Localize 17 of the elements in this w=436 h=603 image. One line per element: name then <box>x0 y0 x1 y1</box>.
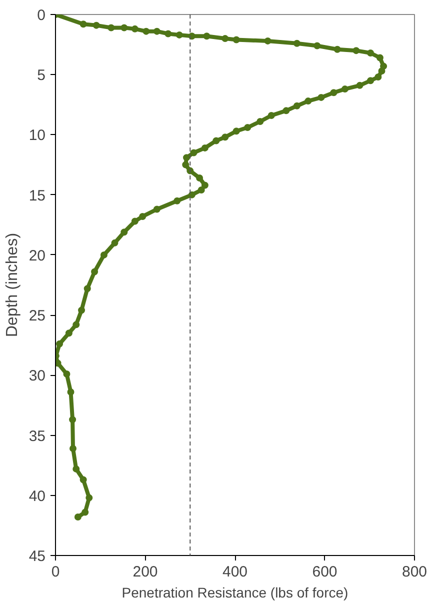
y-tick-label: 45 <box>28 548 46 565</box>
x-tick-label: 0 <box>51 564 60 580</box>
y-axis-title: Depth (inches) <box>4 232 21 338</box>
y-tick-label: 0 <box>37 7 46 24</box>
x-tick-label: 800 <box>402 564 428 580</box>
x-axis-title: Penetration Resistance (lbs of force) <box>122 584 348 600</box>
y-tick-label: 15 <box>28 187 46 204</box>
x-tick-label: 400 <box>222 564 248 580</box>
y-tick-label: 5 <box>37 67 46 84</box>
y-tick-label: 20 <box>28 247 46 264</box>
x-tick-label: 200 <box>132 564 158 580</box>
y-tick-label: 30 <box>28 368 46 385</box>
y-tick-label: 35 <box>28 428 46 445</box>
y-tick-label: 10 <box>28 127 46 144</box>
y-tick-label: 25 <box>28 308 46 325</box>
y-tick-label: 40 <box>28 488 46 505</box>
x-tick-label: 600 <box>312 564 338 580</box>
